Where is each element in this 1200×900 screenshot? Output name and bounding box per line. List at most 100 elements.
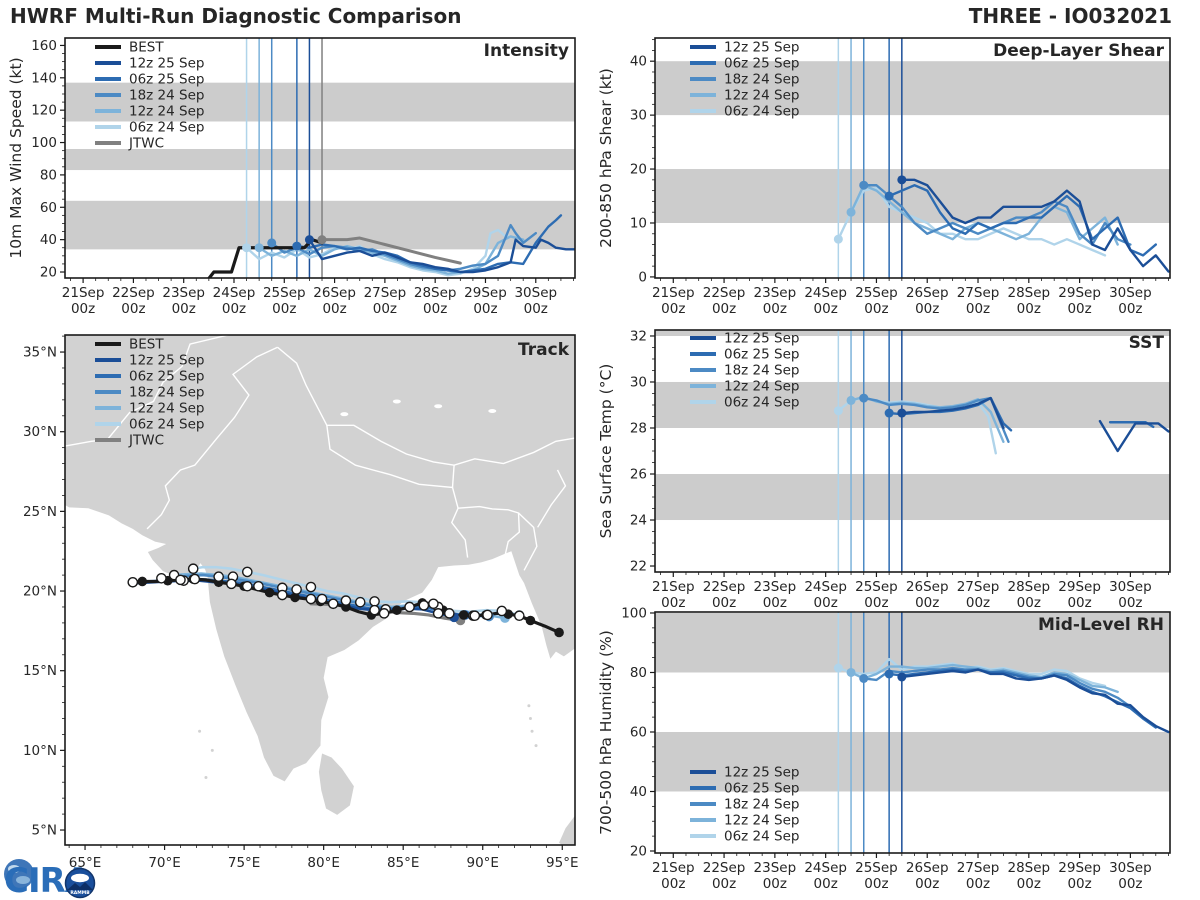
track-synoptic-circle	[187, 563, 199, 575]
map-island-dot	[534, 744, 538, 748]
panel-corner-title: Track	[518, 340, 570, 360]
legend-label: 06z 24 Sep	[129, 417, 204, 433]
x-tick-label-day: 27Sep	[957, 579, 1000, 595]
x-tick-label-day: 27Sep	[957, 860, 1000, 876]
intensity-series-18z_24	[270, 223, 537, 272]
legend-item-18z_24: 18z 24 Sep	[690, 72, 799, 88]
lat-tick-label: 35°N	[23, 345, 57, 361]
x-tick-label-hour: 00z	[915, 876, 939, 892]
category-band	[655, 612, 1170, 673]
legend-label: 06z 25 Sep	[724, 781, 799, 797]
x-tick-label-hour: 00z	[1067, 301, 1091, 317]
x-tick-label-day: 28Sep	[1007, 285, 1050, 301]
sst-series-12z_25	[1098, 419, 1170, 453]
init-dot-12z_25	[897, 672, 907, 682]
legend-item-06z_25: 06z 25 Sep	[690, 347, 799, 363]
init-dot-06z_24	[833, 406, 843, 416]
track-synoptic-circle	[127, 576, 139, 588]
legend-item-jtwc: JTWC	[95, 433, 164, 449]
x-tick-label-hour: 00z	[222, 301, 246, 317]
x-tick-label-day: 23Sep	[162, 285, 205, 301]
lon-tick-label: 70°E	[148, 855, 180, 871]
x-tick-label-hour: 00z	[763, 595, 787, 611]
x-tick-label-hour: 00z	[864, 595, 888, 611]
x-tick-label-day: 26Sep	[313, 285, 356, 301]
legend-label: 12z 25 Sep	[129, 56, 204, 72]
x-tick-label-day: 30Sep	[1109, 579, 1152, 595]
map-island	[559, 815, 575, 845]
legend-item-12z_25: 12z 25 Sep	[95, 353, 204, 369]
legend-label: 18z 24 Sep	[724, 72, 799, 88]
lon-tick-label: 90°E	[467, 855, 499, 871]
x-tick-label-day: 30Sep	[514, 285, 557, 301]
x-tick-label-hour: 00z	[915, 595, 939, 611]
x-tick-label-hour: 00z	[1118, 595, 1142, 611]
x-tick-label-hour: 00z	[661, 595, 685, 611]
shear-series-12z_25	[900, 178, 1170, 273]
y-tick-label: 20	[630, 844, 647, 860]
track-synoptic-circle	[242, 566, 253, 578]
x-tick-label-hour: 00z	[814, 876, 838, 892]
init-dot-12z_24	[846, 207, 856, 217]
lat-tick-label: 15°N	[23, 663, 57, 679]
track-synoptic-circle	[469, 610, 481, 622]
init-dot-12z_24	[254, 243, 264, 253]
track-synoptic-circle	[444, 608, 455, 619]
y-tick-label: 28	[630, 420, 647, 436]
y-tick-label: 40	[40, 232, 57, 248]
legend-label: 06z 24 Sep	[724, 395, 799, 411]
legend-label: 18z 24 Sep	[724, 797, 799, 813]
legend-label: BEST	[129, 337, 164, 353]
category-band	[655, 61, 1170, 116]
map-country-border	[450, 487, 469, 558]
y-tick-label: 24	[630, 513, 647, 529]
legend-label: 12z 24 Sep	[129, 104, 204, 120]
panel-deep-layer-shear: 21Sep00z22Sep00z23Sep00z24Sep00z25Sep00z…	[597, 37, 1171, 317]
y-tick-label: 20	[40, 265, 57, 281]
sst-series-12z_25	[900, 396, 1005, 430]
track-synoptic-circle	[316, 593, 328, 605]
shear-series-06z_25	[887, 184, 1157, 257]
panel-frame	[64, 37, 576, 279]
x-tick-label-hour: 00z	[966, 301, 990, 317]
legend-item-06z_24: 06z 24 Sep	[690, 395, 799, 411]
intensity-series-06z_25	[295, 214, 563, 274]
y-tick-label: 160	[31, 38, 57, 54]
map-island-sri-lanka	[318, 753, 354, 815]
lon-tick-label: 65°E	[69, 855, 101, 871]
legend-item-12z_25: 12z 25 Sep	[690, 765, 799, 781]
track-synoptic-circle	[175, 574, 186, 586]
x-tick-label-day: 26Sep	[906, 285, 949, 301]
x-tick-label-day: 24Sep	[804, 285, 847, 301]
legend-item-12z_24: 12z 24 Sep	[95, 401, 204, 417]
x-tick-label-day: 29Sep	[464, 285, 507, 301]
map-country-border	[518, 512, 538, 571]
rammb-cloud-icon	[71, 873, 89, 883]
x-tick-label-day: 29Sep	[1058, 860, 1101, 876]
y-tick-label: 26	[630, 467, 647, 483]
legend-label: 06z 25 Sep	[724, 56, 799, 72]
x-tick-label-hour: 00z	[1017, 301, 1041, 317]
track-synoptic-circle	[213, 571, 224, 582]
legend-item-12z_25: 12z 25 Sep	[95, 56, 204, 72]
legend-label: 06z 25 Sep	[129, 72, 204, 88]
init-dot-12z_24	[846, 667, 856, 677]
y-tick-label: 60	[40, 200, 57, 216]
y-tick-label: 140	[31, 70, 57, 86]
init-dot-06z_24	[833, 663, 843, 673]
y-tick-label: 40	[630, 54, 647, 70]
track-synoptic-circle	[327, 598, 339, 610]
map-country-border	[146, 346, 278, 530]
map-lake	[340, 412, 349, 417]
legend-item-best: BEST	[95, 40, 164, 56]
map-island-dot	[527, 704, 531, 708]
track-synoptic-circle	[496, 605, 508, 617]
lat-tick-label: 30°N	[23, 424, 57, 440]
track-synoptic-circle	[369, 604, 380, 616]
x-tick-label-hour: 00z	[966, 876, 990, 892]
x-tick-label-day: 24Sep	[804, 860, 847, 876]
x-tick-label-day: 23Sep	[754, 285, 797, 301]
x-tick-label-day: 23Sep	[754, 860, 797, 876]
legend-item-06z_25: 06z 25 Sep	[95, 72, 204, 88]
